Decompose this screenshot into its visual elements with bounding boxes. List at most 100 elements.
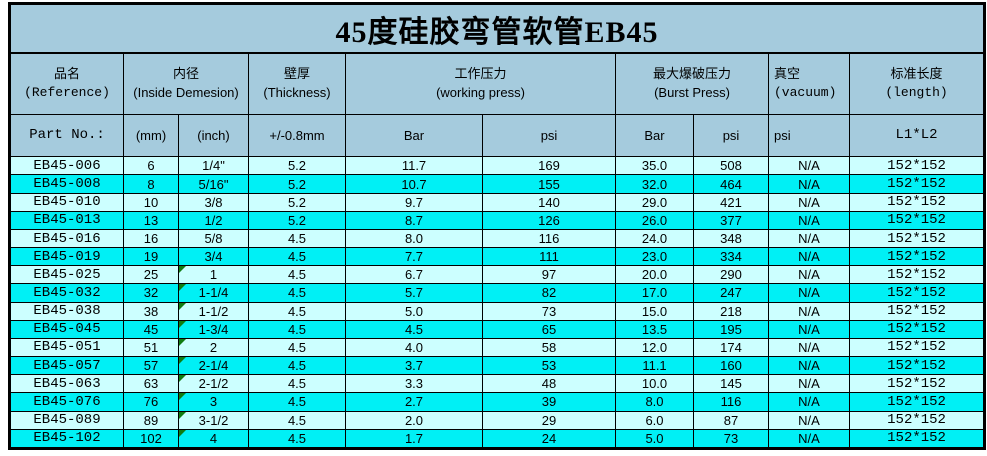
header-working-bar: Bar — [345, 113, 483, 158]
table-row: EB45-102 102 4 4.5 1.7 24 5.0 73 N/A 152*152 — [9, 428, 986, 450]
vacuum-cell: N/A — [768, 210, 850, 230]
working-psi-cell: 65 — [482, 319, 616, 339]
burst-psi-cell: 87 — [693, 410, 769, 430]
inch-cell: 2-1/2 — [178, 374, 249, 394]
header-inch: (inch) — [178, 113, 249, 158]
burst-bar-cell: 11.1 — [615, 356, 694, 376]
part-no-cell: EB45-063 — [9, 374, 124, 394]
mm-cell: 63 — [123, 374, 179, 394]
header-burst-psi: psi — [693, 113, 769, 158]
inch-cell: 4 — [178, 428, 249, 450]
vacuum-cell: N/A — [768, 410, 850, 430]
working-psi-cell: 53 — [482, 356, 616, 376]
working-bar-cell: 3.7 — [345, 356, 483, 376]
mm-cell: 8 — [123, 174, 179, 194]
length-cell: 152*152 — [848, 301, 986, 321]
working-psi-cell: 126 — [482, 210, 616, 230]
inch-cell: 1-1/4 — [178, 283, 249, 303]
working-bar-cell: 11.7 — [345, 156, 483, 176]
working-bar-cell: 8.7 — [345, 210, 483, 230]
header-reference: 品名 (Reference) — [9, 52, 124, 115]
burst-bar-cell: 24.0 — [615, 228, 694, 249]
thickness-cell: 5.2 — [248, 192, 346, 212]
burst-bar-cell: 15.0 — [615, 301, 694, 321]
mm-cell: 13 — [123, 210, 179, 230]
table-row: EB45-019 19 3/4 4.5 7.7 111 23.0 334 N/A 152*152 — [9, 247, 986, 267]
burst-psi-cell: 377 — [693, 210, 769, 230]
working-psi-cell: 39 — [482, 392, 616, 412]
length-cell: 152*152 — [848, 265, 986, 285]
vacuum-cell: N/A — [768, 374, 850, 394]
length-cell: 152*152 — [848, 247, 986, 267]
header-inside-dimension-en: (Inside Demesion) — [133, 85, 239, 101]
table-row: EB45-008 8 5/16" 5.2 10.7 155 32.0 464 N/A 152*15… — [9, 174, 986, 194]
part-no-cell: EB45-089 — [9, 410, 124, 430]
length-cell: 152*152 — [848, 192, 986, 212]
burst-psi-cell: 247 — [693, 283, 769, 303]
length-cell: 152*152 — [848, 356, 986, 376]
mm-cell: 76 — [123, 392, 179, 412]
header-reference-zh: 品名 — [53, 67, 80, 83]
part-no-cell: EB45-013 — [9, 210, 124, 230]
working-psi-cell: 73 — [482, 301, 616, 321]
inch-cell: 1-3/4 — [178, 319, 249, 339]
table-row: EB45-076 76 3 4.5 2.7 39 8.0 116 N/A 152*152 — [9, 392, 986, 412]
working-psi-cell: 97 — [482, 265, 616, 285]
part-no-cell: EB45-051 — [9, 337, 124, 358]
thickness-cell: 4.5 — [248, 319, 346, 339]
burst-psi-cell: 195 — [693, 319, 769, 339]
vacuum-cell: N/A — [768, 247, 850, 267]
vacuum-cell: N/A — [768, 283, 850, 303]
burst-psi-cell: 160 — [693, 356, 769, 376]
burst-bar-cell: 26.0 — [615, 210, 694, 230]
header-row-units: Part No.: (mm) (inch) +/-0.8mm Bar psi B… — [9, 113, 986, 158]
table-row: EB45-013 13 1/2 5.2 8.7 126 26.0 377 N/A 152*152 — [9, 210, 986, 230]
thickness-cell: 4.5 — [248, 337, 346, 358]
mm-cell: 19 — [123, 247, 179, 267]
burst-psi-cell: 421 — [693, 192, 769, 212]
header-vacuum-zh: 真空 — [774, 67, 801, 83]
part-no-cell: EB45-010 — [9, 192, 124, 212]
table-row: EB45-010 10 3/8 5.2 9.7 140 29.0 421 N/A 152*152 — [9, 192, 986, 212]
length-cell: 152*152 — [848, 156, 986, 176]
vacuum-cell: N/A — [768, 319, 850, 339]
mm-cell: 16 — [123, 228, 179, 249]
part-no-cell: EB45-032 — [9, 283, 124, 303]
table-row: EB45-006 6 1/4" 5.2 11.7 169 35.0 508 N/A 152*152 — [9, 156, 986, 176]
burst-psi-cell: 464 — [693, 174, 769, 194]
working-bar-cell: 2.7 — [345, 392, 483, 412]
vacuum-cell: N/A — [768, 301, 850, 321]
working-psi-cell: 116 — [482, 228, 616, 249]
vacuum-cell: N/A — [768, 156, 850, 176]
thickness-cell: 4.5 — [248, 247, 346, 267]
thickness-cell: 4.5 — [248, 301, 346, 321]
burst-bar-cell: 12.0 — [615, 337, 694, 358]
header-standard-length: 标准长度 (length) — [848, 52, 986, 115]
header-working-press: 工作压力 (working press) — [345, 52, 616, 115]
mm-cell: 89 — [123, 410, 179, 430]
working-bar-cell: 10.7 — [345, 174, 483, 194]
length-cell: 152*152 — [848, 428, 986, 450]
inch-cell: 1/4" — [178, 156, 249, 176]
thickness-cell: 5.2 — [248, 156, 346, 176]
working-bar-cell: 8.0 — [345, 228, 483, 249]
burst-psi-cell: 145 — [693, 374, 769, 394]
header-working-press-zh: 工作压力 — [454, 67, 507, 83]
vacuum-cell: N/A — [768, 174, 850, 194]
header-mm: (mm) — [123, 113, 179, 158]
burst-bar-cell: 20.0 — [615, 265, 694, 285]
part-no-cell: EB45-016 — [9, 228, 124, 249]
thickness-cell: 4.5 — [248, 265, 346, 285]
working-bar-cell: 1.7 — [345, 428, 483, 450]
header-thickness-en: (Thickness) — [263, 85, 331, 101]
header-standard-length-zh: 标准长度 — [890, 67, 943, 83]
table-row: EB45-025 25 1 4.5 6.7 97 20.0 290 N/A 152*152 — [9, 265, 986, 285]
vacuum-cell: N/A — [768, 337, 850, 358]
working-bar-cell: 9.7 — [345, 192, 483, 212]
thickness-cell: 4.5 — [248, 356, 346, 376]
inch-cell: 1 — [178, 265, 249, 285]
header-thickness-zh: 壁厚 — [283, 67, 310, 83]
part-no-cell: EB45-076 — [9, 392, 124, 412]
mm-cell: 32 — [123, 283, 179, 303]
header-row-main: 品名 (Reference) 内径 (Inside Demesion) 壁厚 (… — [9, 52, 986, 115]
